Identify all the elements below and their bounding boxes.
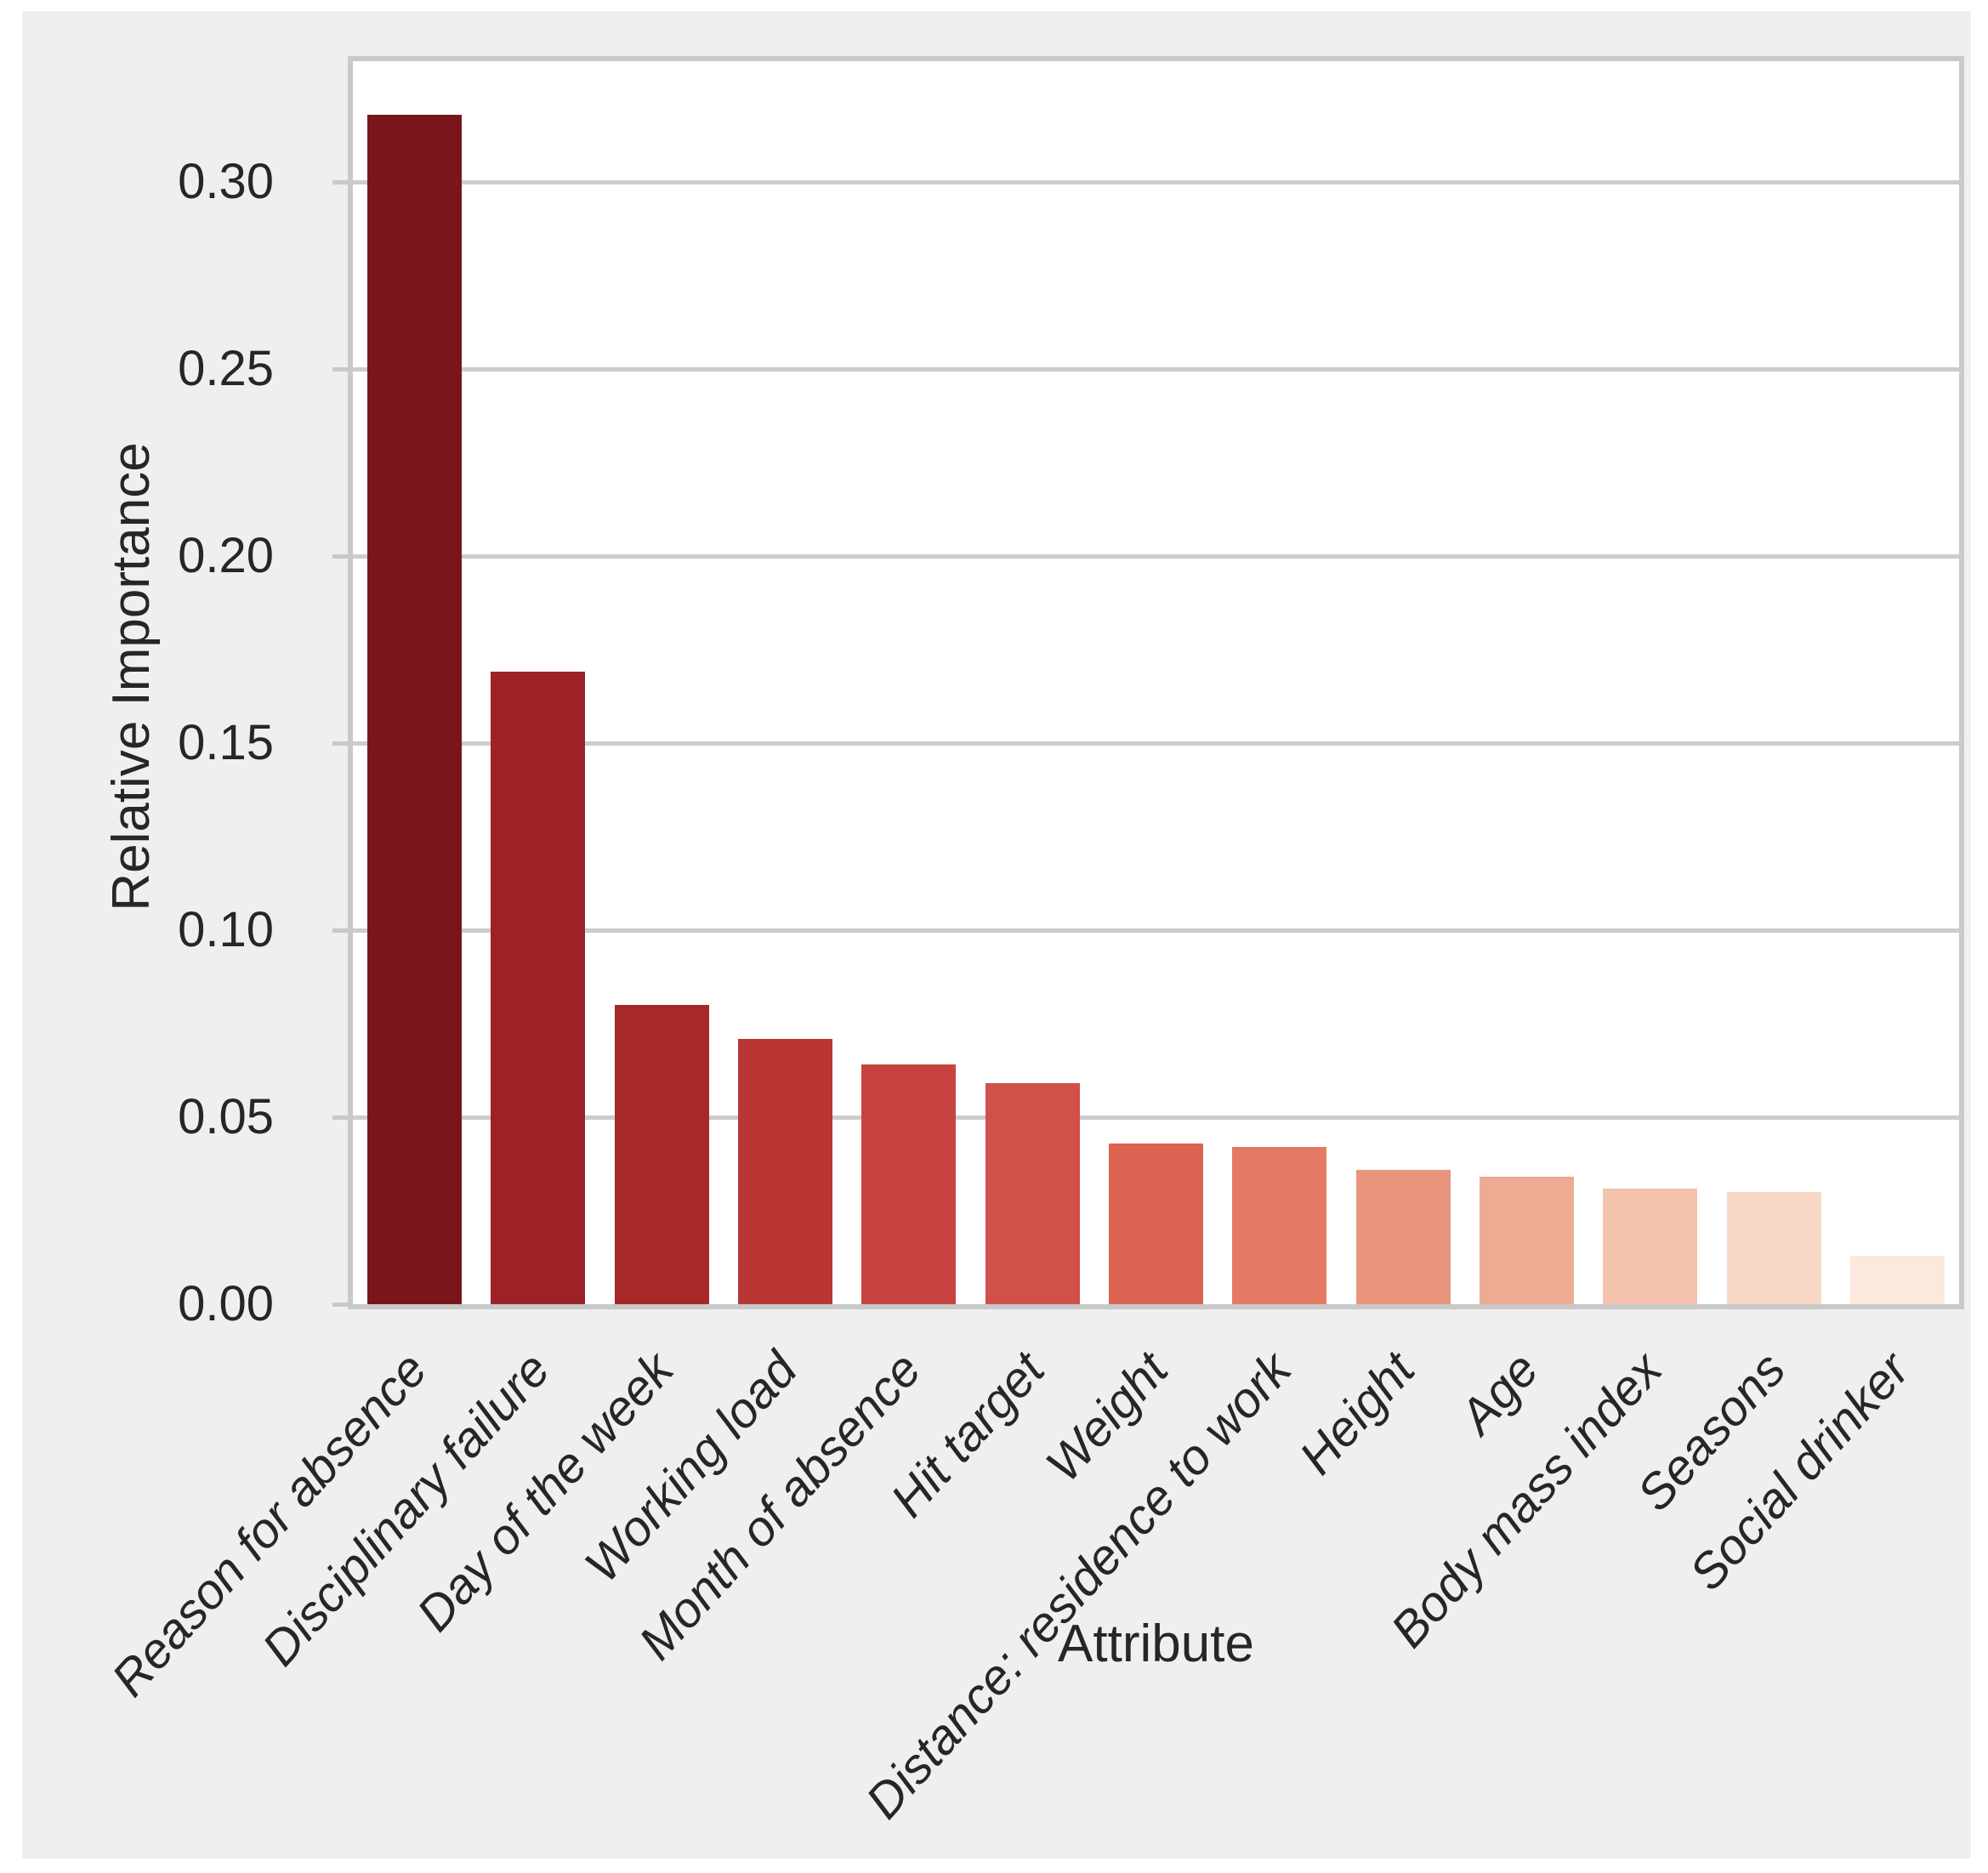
- y-tick-mark: [332, 928, 348, 934]
- bar-13: [1849, 1255, 1945, 1304]
- gridline: [353, 1115, 1959, 1121]
- y-tick-label: 0.15: [178, 715, 274, 771]
- x-tick-label: Age: [1449, 1342, 1549, 1444]
- gridline: [353, 180, 1959, 185]
- gridline: [353, 741, 1959, 746]
- bar-10: [1479, 1177, 1574, 1304]
- x-tick-label: Height: [1289, 1342, 1426, 1485]
- bar-5: [861, 1064, 957, 1304]
- y-tick-mark: [332, 180, 348, 185]
- bar-9: [1355, 1169, 1451, 1304]
- gridline: [353, 367, 1959, 372]
- bar-6: [985, 1083, 1080, 1304]
- x-axis-title: Attribute: [1058, 1615, 1254, 1673]
- bar-8: [1232, 1147, 1327, 1304]
- y-axis-title: Relative Importance: [102, 442, 161, 911]
- y-tick-mark: [332, 741, 348, 746]
- bar-4: [738, 1038, 833, 1304]
- bar-12: [1726, 1192, 1821, 1304]
- x-tick-label: Social drinker: [1678, 1342, 1920, 1601]
- y-tick-mark: [332, 554, 348, 559]
- y-tick-label: 0.30: [178, 154, 274, 210]
- gridline: [353, 928, 1959, 934]
- y-tick-mark: [332, 1303, 348, 1307]
- bar-11: [1603, 1188, 1698, 1304]
- y-tick-label: 0.10: [178, 902, 274, 958]
- bar-3: [614, 1005, 709, 1304]
- y-tick-mark: [332, 1115, 348, 1121]
- y-tick-label: 0.25: [178, 341, 274, 397]
- y-tick-label: 0.05: [178, 1089, 274, 1145]
- bar-1: [367, 114, 463, 1304]
- bar-7: [1109, 1143, 1203, 1304]
- y-tick-label: 0.00: [178, 1276, 274, 1331]
- y-tick-mark: [332, 367, 348, 372]
- y-tick-label: 0.20: [178, 528, 274, 584]
- gridline: [353, 554, 1959, 559]
- figure-background: 0.00 0.05 0.10 0.15 0.20 0.25 0.30 Reason for …: [22, 11, 1971, 1859]
- plot-area: [348, 56, 1964, 1309]
- bar-2: [491, 672, 586, 1304]
